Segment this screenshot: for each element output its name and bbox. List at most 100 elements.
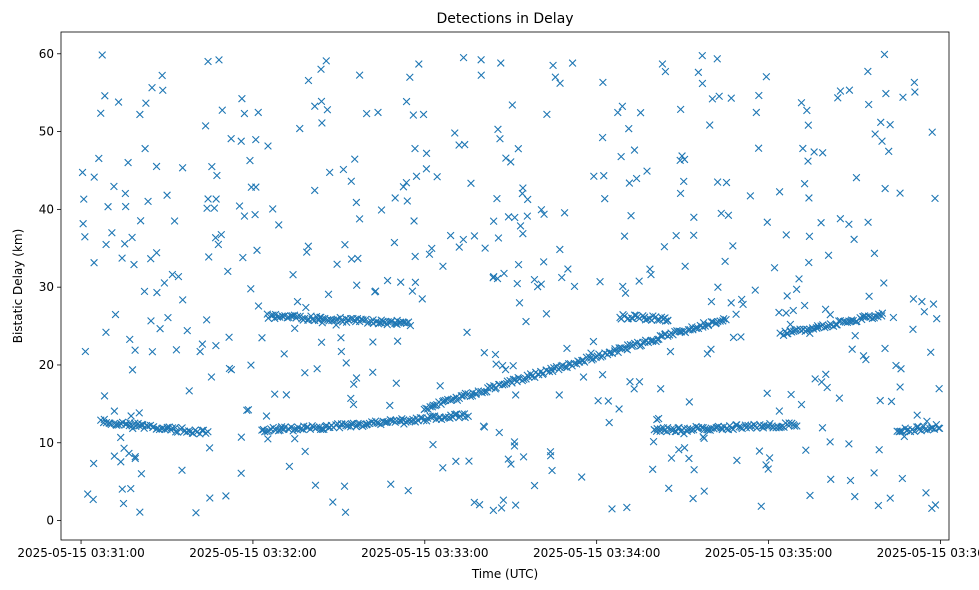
detection-point (806, 329, 814, 338)
detection-point (207, 373, 216, 381)
detection-point (156, 324, 164, 333)
detection-point (114, 421, 123, 429)
detection-point (320, 425, 328, 434)
detection-point (481, 244, 489, 252)
detection-point (500, 269, 508, 278)
detection-point (158, 86, 167, 95)
detection-point (411, 278, 420, 287)
detection-point (886, 120, 894, 129)
detection-point (551, 73, 560, 81)
detection-point (287, 423, 296, 431)
detection-point (494, 125, 502, 134)
detection-point (789, 306, 798, 315)
detection-point (821, 370, 830, 379)
detection-point (713, 178, 722, 186)
detection-point (681, 262, 689, 271)
detection-point (502, 154, 510, 162)
detection-point (152, 162, 161, 171)
detection-point (83, 490, 92, 498)
detection-point (739, 300, 747, 309)
detection-point (131, 454, 140, 463)
detection-point (493, 194, 501, 203)
detection-point (403, 197, 412, 205)
x-tick-label: 2025-05-15 03:32:00 (189, 546, 316, 560)
detection-point (763, 218, 772, 226)
detection-point (240, 109, 249, 118)
detection-point (596, 277, 604, 286)
plot-frame (60, 31, 950, 541)
detection-point (804, 157, 812, 165)
x-tick-label: 2025-05-15 03:35:00 (705, 546, 832, 560)
detection-point (489, 217, 498, 225)
detection-point (110, 452, 119, 460)
detection-point (542, 310, 551, 318)
detection-point (160, 279, 169, 287)
detection-point (511, 501, 520, 509)
detection-point (643, 167, 651, 175)
detection-point (318, 119, 326, 127)
detection-point (128, 233, 136, 242)
detection-point (352, 281, 361, 289)
detection-point (185, 387, 194, 395)
detection-point (168, 270, 177, 279)
detection-point (217, 230, 226, 239)
detection-point (350, 155, 359, 163)
detection-point (821, 323, 829, 332)
detection-point (136, 110, 144, 119)
detection-point (509, 375, 518, 384)
detection-point (600, 194, 609, 203)
detection-point (499, 496, 508, 504)
detection-point (422, 149, 431, 158)
detection-point (347, 420, 356, 428)
detection-point (550, 364, 558, 372)
detection-point (371, 287, 380, 295)
detection-point (589, 337, 598, 346)
detection-point (463, 328, 471, 337)
detection-point (355, 71, 364, 79)
detection-point (845, 86, 854, 94)
detection-point (136, 508, 144, 516)
detection-point (125, 449, 133, 458)
detection-point (455, 243, 464, 251)
detection-point (845, 440, 853, 448)
detection-point (152, 248, 161, 257)
detection-point (467, 179, 475, 188)
detection-point (721, 257, 729, 266)
detection-point (100, 392, 109, 400)
detection-point (235, 202, 244, 210)
detection-point (491, 350, 500, 359)
detection-point (90, 258, 98, 267)
detection-point (374, 108, 382, 117)
detection-point (237, 137, 245, 146)
detection-point (470, 232, 479, 240)
detection-point (386, 401, 394, 410)
detection-point (909, 325, 917, 334)
detection-point (170, 217, 179, 225)
detection-point (516, 222, 525, 230)
detection-point (896, 189, 904, 197)
detection-point (555, 391, 564, 399)
detection-point (264, 435, 272, 443)
detection-point (729, 333, 738, 342)
detection-point (429, 440, 437, 449)
detection-point (335, 423, 344, 432)
detection-point (79, 219, 87, 228)
detection-point (352, 198, 361, 207)
detection-point (290, 324, 299, 333)
detection-point (503, 377, 512, 385)
detection-point (204, 253, 213, 261)
detection-point (630, 385, 638, 393)
detection-point (352, 374, 361, 382)
detection-point (325, 168, 334, 177)
detection-point (716, 317, 724, 325)
detection-point (198, 426, 206, 435)
detection-point (722, 178, 731, 187)
detection-point (128, 424, 137, 433)
detection-point (886, 494, 895, 502)
detection-point (928, 128, 936, 136)
detection-point (436, 382, 444, 390)
detection-point (210, 204, 219, 212)
detection-point (208, 162, 216, 171)
detection-point (664, 484, 673, 493)
detection-point (131, 346, 139, 354)
